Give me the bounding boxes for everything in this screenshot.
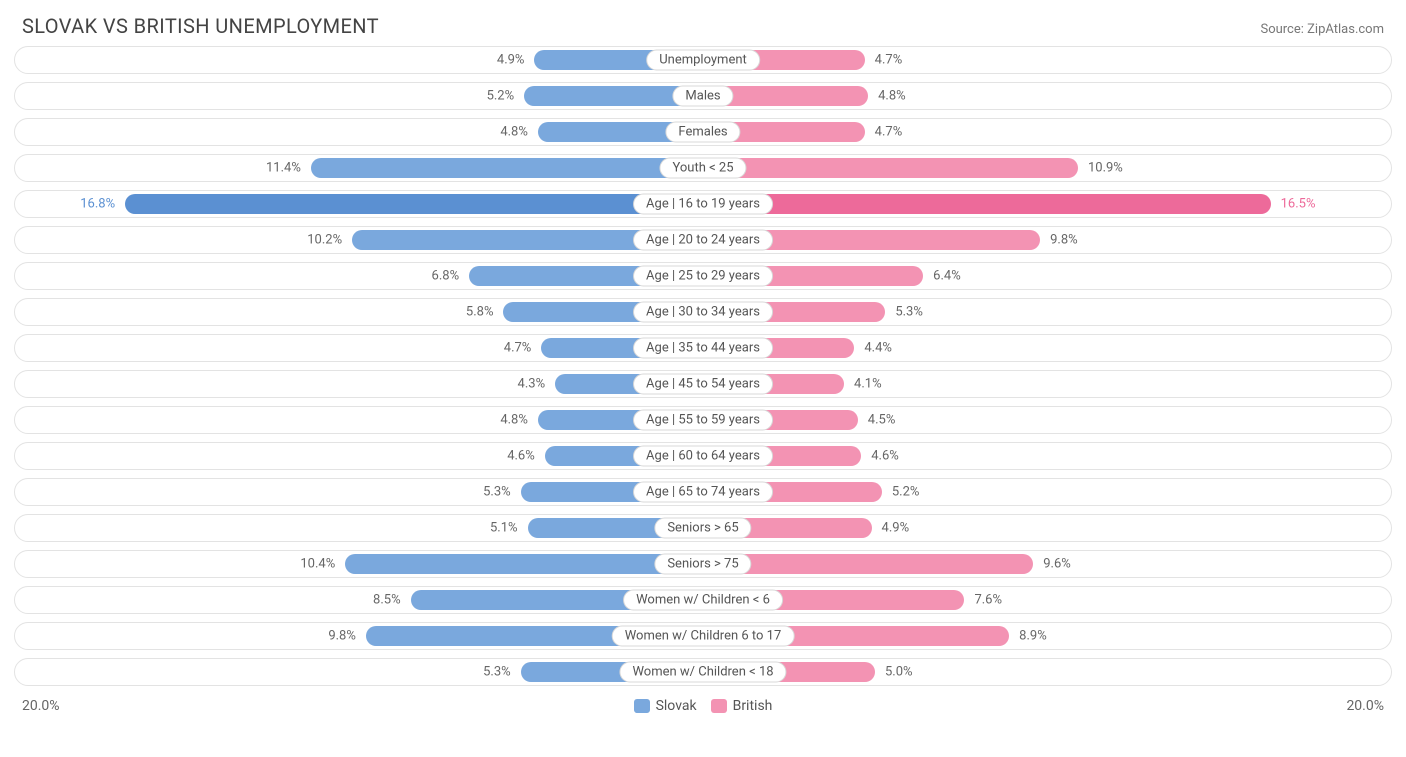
- value-british: 5.0%: [885, 665, 913, 680]
- chart-row: 5.8% 5.3% Age | 30 to 34 years: [14, 298, 1392, 326]
- value-slovak: 4.3%: [518, 377, 546, 392]
- axis-max-left: 20.0%: [22, 698, 60, 714]
- value-slovak: 5.3%: [483, 485, 511, 500]
- bar-slovak: [125, 194, 703, 214]
- category-label: Age | 30 to 34 years: [633, 302, 773, 323]
- legend-british: British: [711, 698, 773, 714]
- chart-title: SLOVAK VS BRITISH UNEMPLOYMENT: [22, 14, 379, 38]
- value-slovak: 9.8%: [328, 629, 356, 644]
- value-british: 4.8%: [878, 89, 906, 104]
- bar-british: [703, 158, 1078, 178]
- bar-british: [703, 554, 1033, 574]
- bar-british: [703, 194, 1271, 214]
- legend-label-slovak: Slovak: [656, 698, 697, 714]
- category-label: Females: [665, 122, 740, 143]
- category-label: Age | 20 to 24 years: [633, 230, 773, 251]
- value-slovak: 5.8%: [466, 305, 494, 320]
- value-british: 4.7%: [875, 53, 903, 68]
- category-label: Women w/ Children < 6: [623, 590, 783, 611]
- value-british: 9.6%: [1043, 557, 1071, 572]
- legend-slovak: Slovak: [634, 698, 697, 714]
- category-label: Seniors > 65: [654, 518, 751, 539]
- value-slovak: 5.1%: [490, 521, 518, 536]
- category-label: Women w/ Children < 18: [619, 662, 786, 683]
- chart-row: 10.4% 9.6% Seniors > 75: [14, 550, 1392, 578]
- value-slovak: 8.5%: [373, 593, 401, 608]
- category-label: Women w/ Children 6 to 17: [612, 626, 795, 647]
- value-british: 5.2%: [892, 485, 920, 500]
- value-british: 4.4%: [864, 341, 892, 356]
- category-label: Age | 25 to 29 years: [633, 266, 773, 287]
- value-british: 10.9%: [1088, 161, 1123, 176]
- category-label: Males: [672, 86, 733, 107]
- category-label: Youth < 25: [659, 158, 746, 179]
- chart-row: 5.3% 5.2% Age | 65 to 74 years: [14, 478, 1392, 506]
- legend-swatch-slovak: [634, 699, 650, 713]
- chart-source: Source: ZipAtlas.com: [1260, 22, 1384, 37]
- chart-row: 4.7% 4.4% Age | 35 to 44 years: [14, 334, 1392, 362]
- value-british: 4.1%: [854, 377, 882, 392]
- chart-header: SLOVAK VS BRITISH UNEMPLOYMENT Source: Z…: [0, 0, 1406, 46]
- category-label: Age | 45 to 54 years: [633, 374, 773, 395]
- value-british: 16.5%: [1281, 197, 1316, 212]
- value-british: 4.5%: [868, 413, 896, 428]
- value-british: 4.7%: [875, 125, 903, 140]
- value-slovak: 4.7%: [504, 341, 532, 356]
- chart-row: 6.8% 6.4% Age | 25 to 29 years: [14, 262, 1392, 290]
- value-slovak: 5.3%: [483, 665, 511, 680]
- chart-row: 4.8% 4.7% Females: [14, 118, 1392, 146]
- category-label: Age | 55 to 59 years: [633, 410, 773, 431]
- chart-row: 5.3% 5.0% Women w/ Children < 18: [14, 658, 1392, 686]
- value-slovak: 4.8%: [500, 125, 528, 140]
- value-slovak: 4.6%: [507, 449, 535, 464]
- value-slovak: 10.2%: [307, 233, 342, 248]
- chart-row: 4.9% 4.7% Unemployment: [14, 46, 1392, 74]
- value-british: 8.9%: [1019, 629, 1047, 644]
- chart-row: 16.8% 16.5% Age | 16 to 19 years: [14, 190, 1392, 218]
- value-slovak: 11.4%: [266, 161, 301, 176]
- value-slovak: 6.8%: [432, 269, 460, 284]
- chart-row: 5.1% 4.9% Seniors > 65: [14, 514, 1392, 542]
- chart-row: 9.8% 8.9% Women w/ Children 6 to 17: [14, 622, 1392, 650]
- value-slovak: 16.8%: [80, 197, 115, 212]
- category-label: Age | 16 to 19 years: [633, 194, 773, 215]
- value-slovak: 4.8%: [500, 413, 528, 428]
- chart-row: 8.5% 7.6% Women w/ Children < 6: [14, 586, 1392, 614]
- chart-footer: 20.0% Slovak British 20.0%: [0, 694, 1406, 714]
- category-label: Unemployment: [646, 50, 760, 71]
- value-british: 4.6%: [871, 449, 899, 464]
- chart-body: 4.9% 4.7% Unemployment 5.2% 4.8% Males 4.8% 4.7…: [0, 46, 1406, 686]
- value-british: 6.4%: [933, 269, 961, 284]
- chart-row: 5.2% 4.8% Males: [14, 82, 1392, 110]
- category-label: Age | 60 to 64 years: [633, 446, 773, 467]
- chart-row: 4.3% 4.1% Age | 45 to 54 years: [14, 370, 1392, 398]
- category-label: Age | 35 to 44 years: [633, 338, 773, 359]
- value-british: 9.8%: [1050, 233, 1078, 248]
- chart-row: 11.4% 10.9% Youth < 25: [14, 154, 1392, 182]
- value-slovak: 4.9%: [497, 53, 525, 68]
- category-label: Seniors > 75: [654, 554, 751, 575]
- chart-row: 4.6% 4.6% Age | 60 to 64 years: [14, 442, 1392, 470]
- value-british: 5.3%: [895, 305, 923, 320]
- legend-label-british: British: [733, 698, 773, 714]
- bar-slovak: [345, 554, 703, 574]
- bar-slovak: [311, 158, 703, 178]
- axis-max-right: 20.0%: [1346, 698, 1384, 714]
- legend-swatch-british: [711, 699, 727, 713]
- chart-row: 4.8% 4.5% Age | 55 to 59 years: [14, 406, 1392, 434]
- value-british: 7.6%: [974, 593, 1002, 608]
- category-label: Age | 65 to 74 years: [633, 482, 773, 503]
- chart-row: 10.2% 9.8% Age | 20 to 24 years: [14, 226, 1392, 254]
- value-slovak: 5.2%: [487, 89, 515, 104]
- value-british: 4.9%: [882, 521, 910, 536]
- value-slovak: 10.4%: [300, 557, 335, 572]
